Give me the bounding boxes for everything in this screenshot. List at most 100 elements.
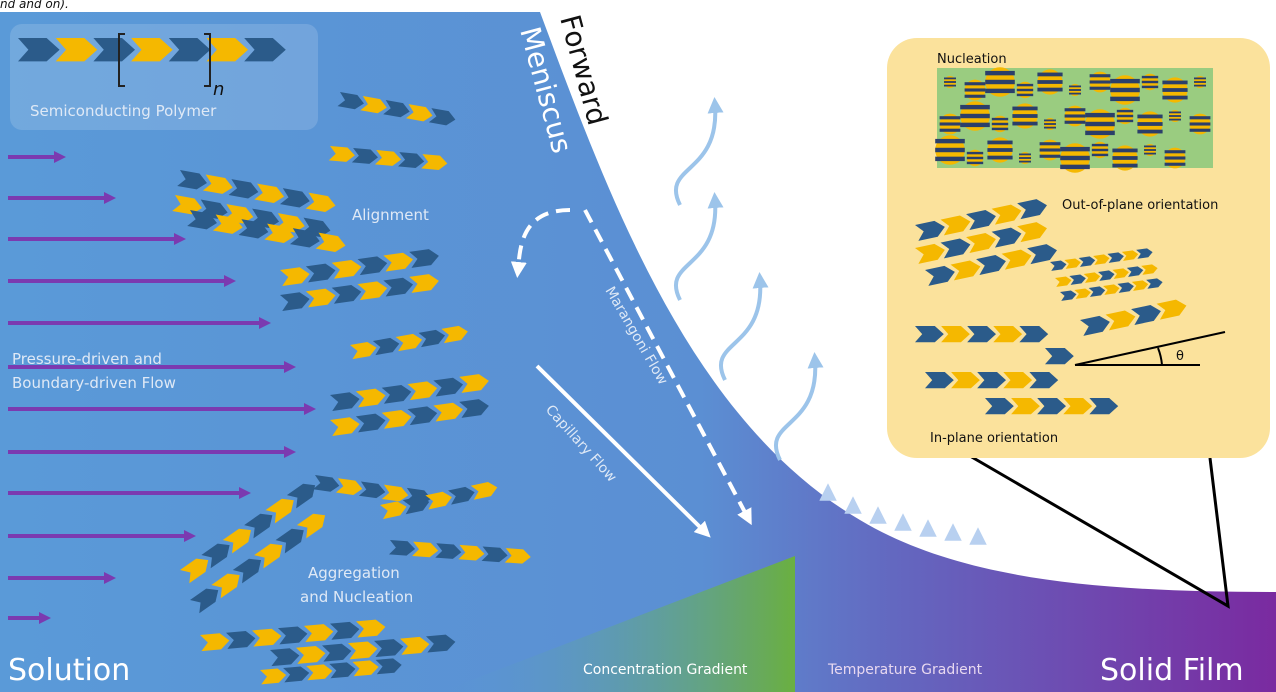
chevron bbox=[380, 501, 407, 520]
chevron bbox=[412, 541, 439, 558]
nucleus-stripe bbox=[991, 122, 1009, 126]
chevron bbox=[435, 543, 462, 559]
chevron bbox=[991, 204, 1022, 225]
chevron bbox=[375, 658, 402, 675]
nucleus-stripe bbox=[1085, 121, 1115, 127]
chevron bbox=[1069, 274, 1086, 285]
chevron bbox=[1131, 305, 1161, 325]
chevron bbox=[459, 399, 489, 418]
brackets bbox=[118, 33, 211, 87]
wave-arrow bbox=[718, 272, 769, 381]
nucleus-stripe bbox=[1069, 92, 1081, 95]
chevron bbox=[1156, 299, 1187, 320]
nucleus-stripe bbox=[1112, 148, 1138, 153]
nucleus-stripe bbox=[1164, 162, 1186, 166]
marangoni-arrow bbox=[510, 208, 571, 278]
nucleus-stripe bbox=[1037, 72, 1063, 77]
chevron bbox=[350, 341, 377, 360]
nucleus-stripe bbox=[1162, 95, 1188, 100]
chevron bbox=[388, 540, 416, 556]
chevron bbox=[305, 192, 336, 213]
nucleus-stripe bbox=[966, 161, 984, 165]
chevron bbox=[433, 402, 464, 422]
concentration-label: Concentration Gradient bbox=[583, 662, 748, 678]
chevron bbox=[202, 174, 233, 194]
nucleus-stripe bbox=[1039, 142, 1061, 146]
chevron bbox=[296, 513, 326, 539]
nucleus-stripe bbox=[1064, 108, 1086, 112]
chevron bbox=[206, 38, 249, 62]
chevron bbox=[232, 558, 261, 584]
chevron bbox=[915, 220, 945, 241]
chevron bbox=[348, 641, 378, 660]
chevron bbox=[312, 475, 340, 492]
flow-arrows bbox=[8, 151, 316, 624]
chevron bbox=[280, 267, 310, 287]
nucleus-stripe bbox=[1169, 115, 1181, 117]
nucleus-stripe bbox=[985, 88, 1015, 94]
nucleus-stripe bbox=[1039, 148, 1061, 152]
chevron bbox=[238, 219, 269, 239]
chevron bbox=[409, 274, 439, 293]
chevron bbox=[470, 482, 498, 500]
chevron bbox=[407, 406, 438, 426]
angle-lines bbox=[1074, 331, 1226, 366]
nucleus-stripe bbox=[1016, 88, 1034, 92]
nucleus-stripe bbox=[1089, 80, 1111, 84]
nucleus-stripe bbox=[1037, 80, 1063, 84]
chevron bbox=[330, 392, 360, 412]
chevron bbox=[172, 195, 202, 215]
nucleus-stripe bbox=[966, 156, 984, 160]
nucleus-stripe bbox=[1169, 111, 1181, 114]
chevron bbox=[1103, 284, 1120, 295]
nucleus-stripe bbox=[1019, 157, 1031, 159]
solution-label: Solution bbox=[8, 653, 130, 688]
chevron bbox=[481, 546, 508, 563]
chevron bbox=[355, 413, 386, 433]
nucleus-stripe bbox=[1044, 123, 1056, 125]
chevron bbox=[383, 252, 414, 272]
chevron bbox=[254, 183, 285, 203]
chevron bbox=[459, 374, 489, 393]
chevron bbox=[278, 626, 308, 645]
nucleus-stripe bbox=[1069, 85, 1081, 88]
nucleus-stripe bbox=[1019, 160, 1031, 163]
chevron bbox=[1107, 252, 1124, 263]
chevron bbox=[305, 288, 336, 308]
capillary-arrow bbox=[535, 364, 711, 538]
chevron bbox=[244, 513, 273, 539]
nucleus-stripe bbox=[1189, 116, 1211, 120]
chevron bbox=[1045, 348, 1074, 365]
nucleus-stripe bbox=[935, 156, 965, 162]
in-plane-label: In-plane orientation bbox=[930, 431, 1058, 446]
chevron bbox=[433, 377, 464, 397]
nucleus-stripe bbox=[1137, 129, 1163, 134]
inset-chains bbox=[915, 199, 1187, 415]
nucleus-stripe bbox=[1060, 155, 1090, 161]
nucleus-stripe bbox=[966, 151, 984, 155]
nucleus-stripe bbox=[1012, 114, 1038, 118]
chevron bbox=[993, 326, 1023, 343]
alignment-label: Alignment bbox=[352, 206, 429, 224]
nucleus-stripe bbox=[1039, 154, 1061, 158]
flow-label: Pressure-driven and bbox=[12, 350, 162, 368]
nucleus-stripe bbox=[1044, 126, 1056, 129]
nucleus-stripe bbox=[960, 104, 990, 110]
chevron bbox=[421, 154, 448, 170]
chevron bbox=[200, 633, 230, 652]
chevron bbox=[187, 210, 217, 230]
nucleus-stripe bbox=[1089, 74, 1111, 78]
nucleus-stripe bbox=[1064, 114, 1086, 118]
chevron bbox=[280, 292, 310, 312]
chevron bbox=[93, 38, 135, 62]
heat-arrows bbox=[819, 483, 987, 692]
nucleus-stripe bbox=[944, 77, 956, 80]
chevron bbox=[322, 643, 352, 662]
chevron bbox=[315, 232, 346, 253]
chevron bbox=[915, 326, 944, 343]
nucleus-stripe bbox=[1162, 88, 1188, 92]
nucleus-stripe bbox=[1189, 128, 1211, 132]
nucleus-stripe bbox=[1144, 149, 1156, 151]
nucleus-stripe bbox=[1044, 119, 1056, 122]
chevron bbox=[180, 558, 209, 584]
